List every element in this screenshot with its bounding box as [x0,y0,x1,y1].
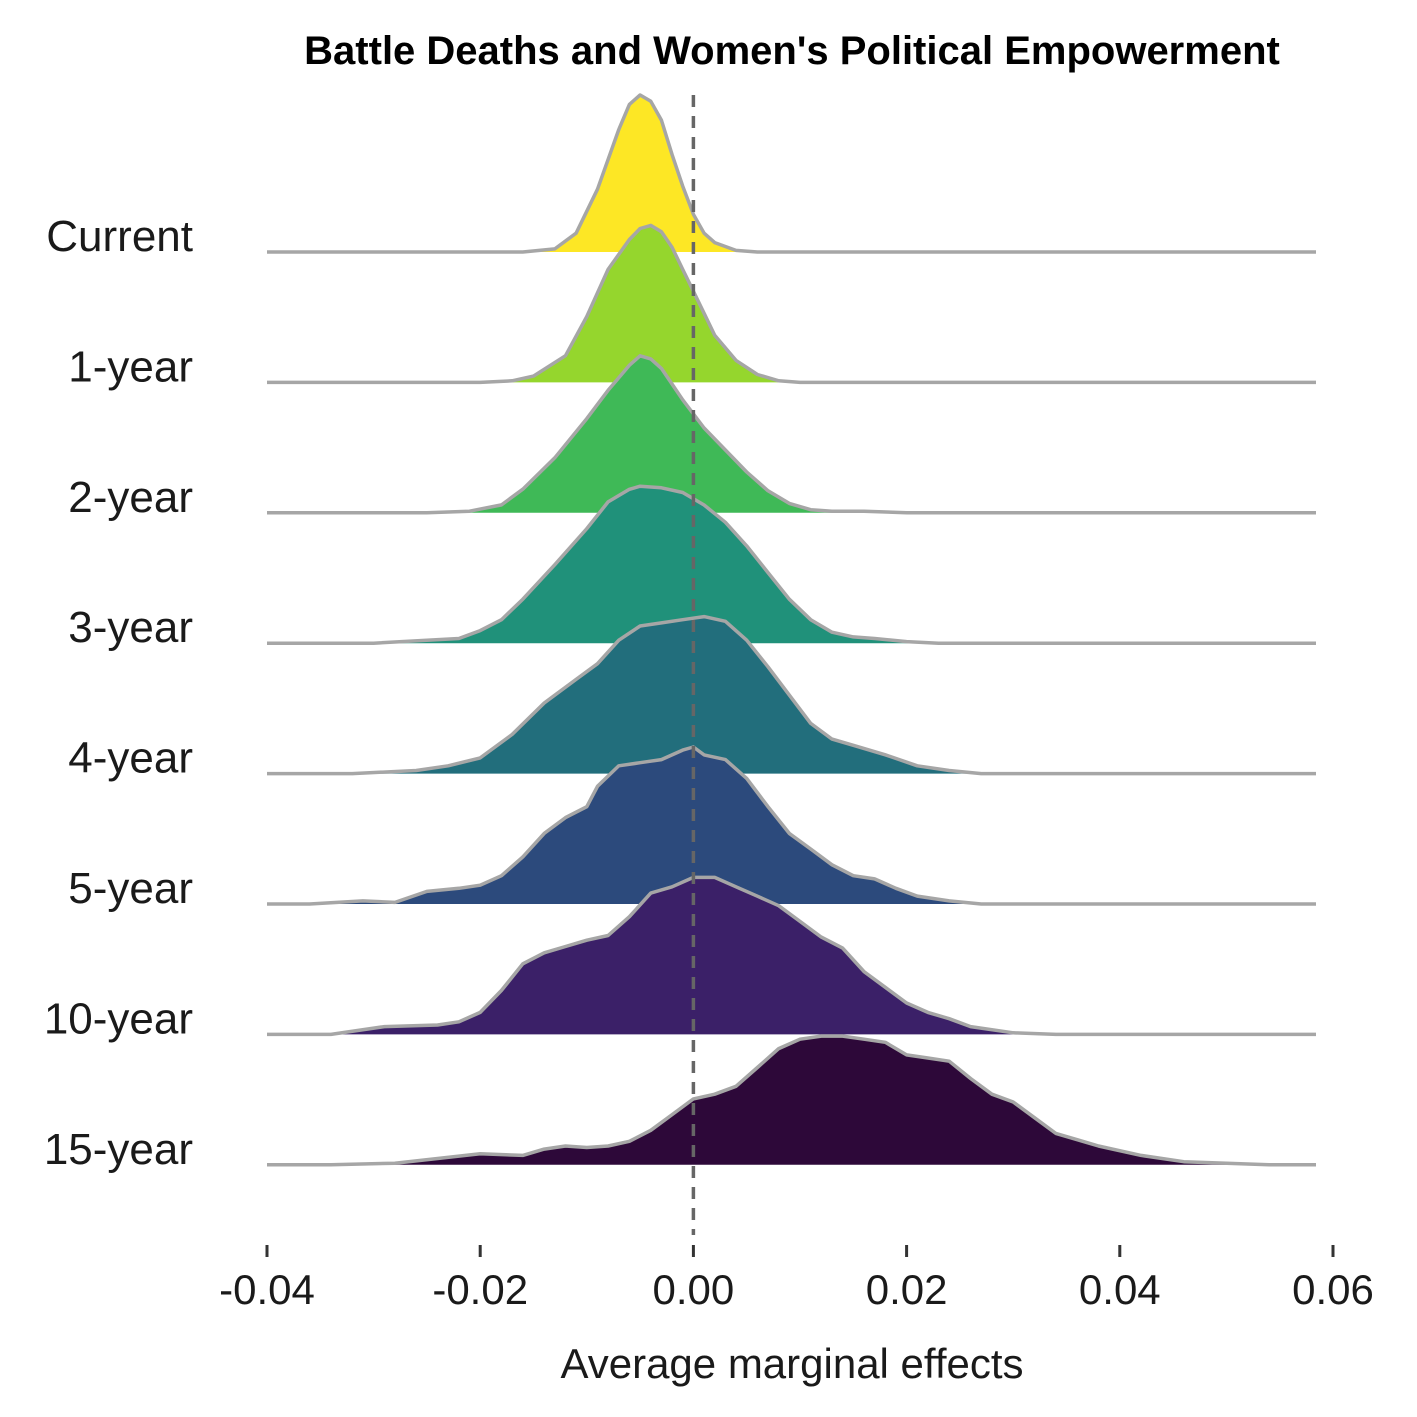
ridge-10-year: 10-year [44,875,1316,1043]
ridge-area-1-year [267,225,1316,383]
series-label-15-year: 15-year [44,1125,193,1174]
ridge-area-15-year [267,1036,1316,1165]
ridge-15-year: 15-year [44,1034,1316,1174]
series-label-current: Current [46,212,193,261]
series-label-2-year: 2-year [68,473,193,522]
ridge-area-10-year [267,877,1316,1035]
ridge-outline-5-year [267,745,1316,906]
series-label-4-year: 4-year [68,734,193,783]
series-label-1-year: 1-year [68,342,193,391]
series-label-10-year: 10-year [44,994,193,1043]
ridge-outline-2-year [267,354,1316,515]
ridge-area-4-year [267,616,1316,774]
ridge-area-3-year [267,486,1316,644]
ridge-outline-1-year [267,223,1316,385]
x-axis: -0.04 -0.02 0.00 0.02 0.04 0.06 [219,1245,1374,1313]
x-tick-label: -0.02 [432,1266,528,1313]
x-tick-label: -0.04 [219,1266,315,1313]
ridge-area-5-year [267,747,1316,904]
x-tick-label: 0.04 [1079,1266,1161,1313]
ridge-group: Current 1-year 2-year 3-year 4-year 5-year 10-… [44,93,1316,1174]
ridge-2-year: 2-year [68,354,1316,522]
series-label-3-year: 3-year [68,603,193,652]
ridge-outline-4-year [267,614,1316,776]
ridge-outline-15-year [267,1034,1316,1167]
x-tick-label: 0.02 [866,1266,948,1313]
ridge-5-year: 5-year [68,745,1316,913]
ridge-area-current [267,95,1316,252]
series-label-5-year: 5-year [68,864,193,913]
ridge-4-year: 4-year [68,614,1316,783]
ridge-area-2-year [267,355,1316,513]
x-tick-label: 0.00 [653,1266,735,1313]
ridge-outline-10-year [267,875,1316,1037]
ridge-1-year: 1-year [68,223,1316,391]
x-tick-label: 0.06 [1292,1266,1374,1313]
ridge-current: Current [46,93,1316,261]
ridge-outline-current [267,93,1316,254]
chart-title: Battle Deaths and Women's Political Empo… [304,29,1280,73]
x-axis-label: Average marginal effects [560,1340,1023,1387]
